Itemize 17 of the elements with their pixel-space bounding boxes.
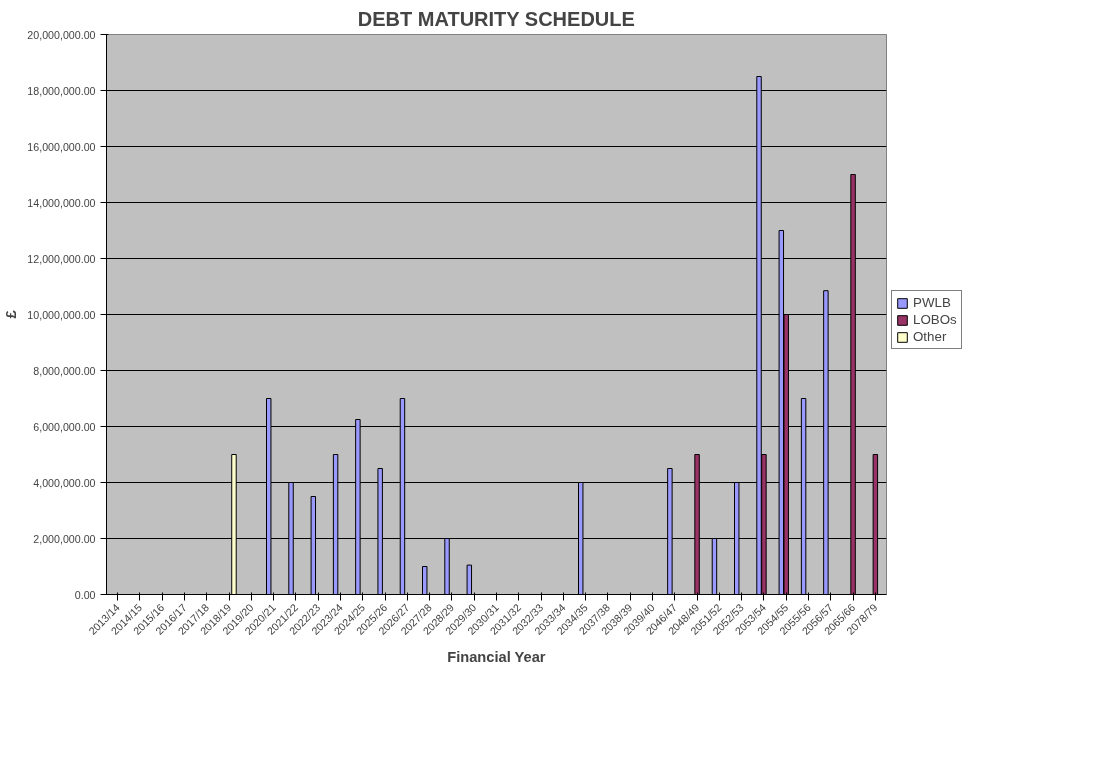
y-tick-label: 18,000,000.00 bbox=[27, 84, 96, 97]
y-tick-label: 12,000,000.00 bbox=[27, 252, 96, 265]
y-tick-label: 8,000,000.00 bbox=[33, 364, 96, 377]
y-tick-label: 2,000,000.00 bbox=[33, 532, 96, 545]
y-tick-label: 4,000,000.00 bbox=[33, 476, 96, 489]
y-axis-title: £ bbox=[3, 310, 20, 319]
y-tick-label: 10,000,000.00 bbox=[27, 308, 96, 321]
x-axis-title: Financial Year bbox=[447, 649, 546, 666]
y-tick-label: 14,000,000.00 bbox=[27, 196, 96, 209]
y-tick-label: 20,000,000.00 bbox=[27, 28, 96, 41]
legend-label: LOBOs bbox=[913, 312, 957, 327]
legend-label: Other bbox=[913, 329, 947, 344]
y-tick-label: 6,000,000.00 bbox=[33, 420, 96, 433]
y-tick-label: 16,000,000.00 bbox=[27, 140, 96, 153]
y-tick-label: 0.00 bbox=[74, 588, 96, 601]
legend-label: PWLB bbox=[913, 295, 951, 310]
chart-title: DEBT MATURITY SCHEDULE bbox=[357, 7, 635, 30]
